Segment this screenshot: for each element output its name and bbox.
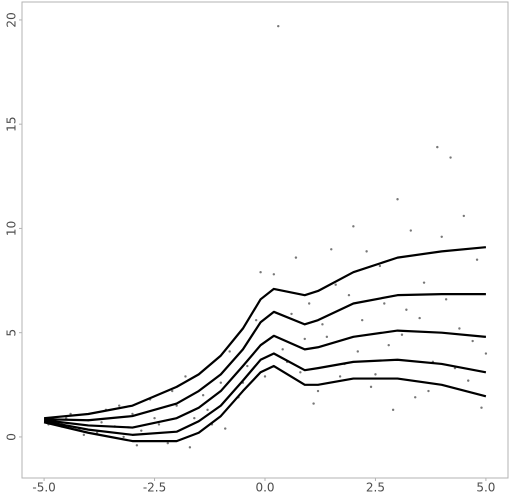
point: [347, 293, 351, 297]
panel-border: [21, 1, 509, 479]
point: [259, 271, 262, 274]
point: [122, 435, 125, 439]
point: [303, 337, 306, 341]
point: [356, 350, 359, 353]
point: [436, 145, 439, 149]
point: [140, 429, 143, 432]
quantile-line: [43, 246, 487, 420]
quantile-line: [43, 352, 487, 436]
point: [175, 404, 178, 407]
point: [157, 423, 161, 426]
quantile-line: [43, 364, 487, 443]
point: [312, 402, 315, 405]
point: [277, 24, 280, 28]
x-tick-label: 5.0: [476, 481, 495, 494]
point: [153, 416, 156, 420]
point: [365, 250, 368, 253]
point: [171, 389, 174, 393]
point: [294, 256, 298, 259]
point: [418, 316, 421, 320]
y-tick-label: 10: [5, 221, 19, 236]
point: [254, 318, 258, 322]
quantile-line: [43, 329, 487, 429]
point: [391, 408, 395, 412]
point: [246, 364, 249, 368]
point: [290, 312, 293, 316]
point: [201, 394, 205, 397]
x-tick-label: 2.5: [366, 481, 385, 494]
y-tick-label: 20: [4, 12, 18, 27]
point: [383, 302, 386, 305]
point: [263, 375, 267, 378]
point: [206, 408, 209, 412]
quantile-line: [44, 293, 486, 422]
point: [378, 264, 382, 268]
point: [166, 441, 169, 445]
point: [414, 396, 417, 399]
point: [467, 379, 470, 382]
point: [427, 389, 430, 393]
x-tick-label: -5.0: [32, 481, 55, 494]
point: [475, 258, 479, 261]
point: [400, 333, 404, 336]
point: [405, 308, 408, 311]
point: [338, 375, 342, 378]
y-tick-label: 0: [5, 433, 19, 441]
point: [135, 444, 139, 447]
y-tick-label: 15: [5, 117, 19, 132]
x-tick-label: -2.5: [143, 481, 166, 494]
point: [422, 281, 426, 284]
point: [281, 348, 284, 351]
point: [224, 427, 227, 430]
point: [480, 406, 483, 409]
point: [188, 446, 192, 449]
point: [387, 343, 390, 347]
point: [409, 229, 412, 232]
point: [396, 198, 399, 201]
point: [219, 381, 223, 384]
point: [307, 302, 311, 305]
point: [369, 385, 373, 389]
point: [484, 352, 488, 355]
point: [118, 404, 121, 407]
point: [444, 298, 448, 301]
point: [471, 339, 474, 343]
point: [462, 214, 466, 218]
point: [184, 375, 187, 378]
point: [193, 416, 196, 420]
point: [440, 235, 443, 238]
point: [325, 335, 329, 339]
point: [334, 283, 337, 286]
point: [374, 373, 377, 376]
point: [299, 371, 302, 374]
point: [82, 433, 86, 437]
point: [272, 273, 276, 276]
x-tick-label: 0.0: [255, 481, 274, 494]
point: [100, 421, 103, 424]
point: [316, 389, 320, 393]
point: [449, 156, 452, 159]
point: [458, 327, 461, 330]
y-tick-label: 5: [5, 329, 19, 337]
point: [321, 323, 324, 326]
point: [361, 318, 364, 322]
point: [330, 248, 333, 251]
point: [228, 350, 231, 353]
point: [131, 412, 134, 416]
point: [352, 225, 355, 228]
